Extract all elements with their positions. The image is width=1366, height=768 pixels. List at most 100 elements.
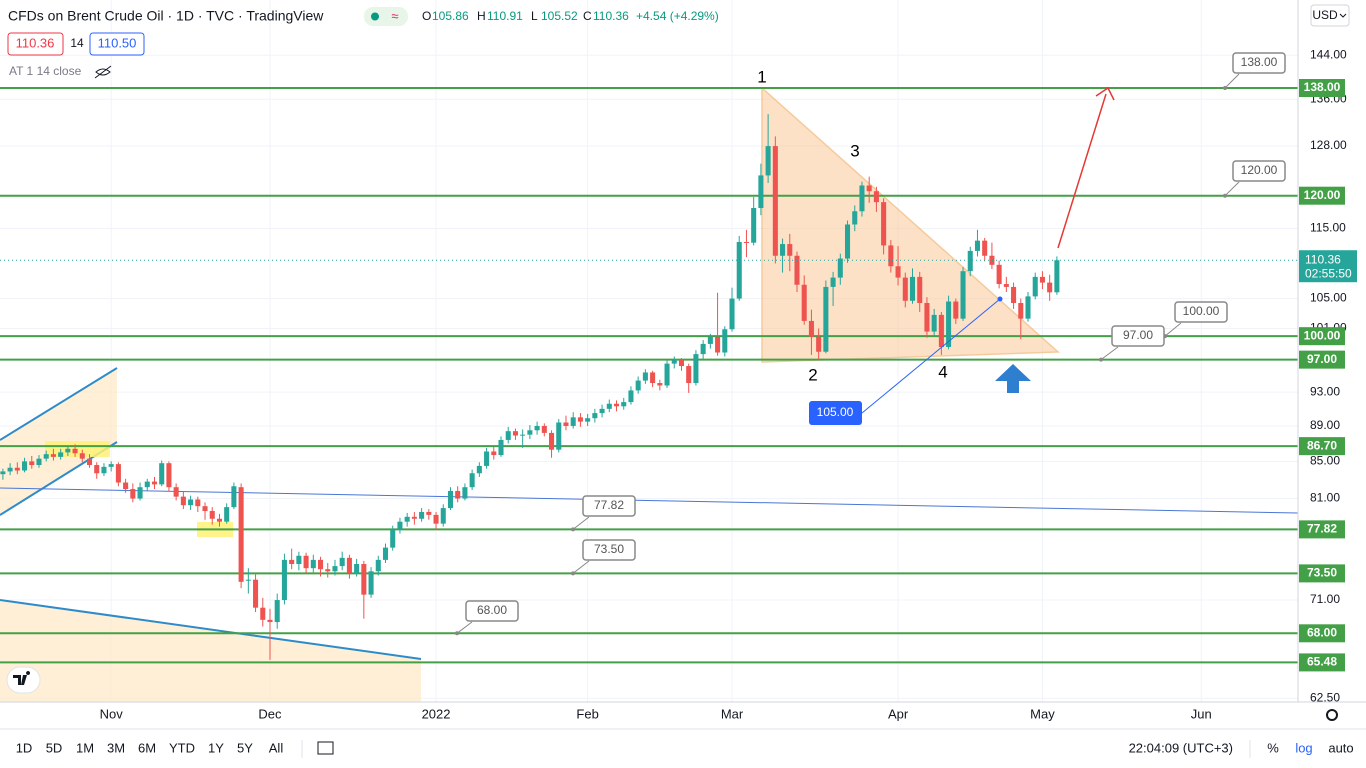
axis-labels: 62.5071.0081.0085.0089.0093.00101.00105.…: [1299, 47, 1357, 704]
callout-label: 73.50: [594, 542, 624, 556]
callout-pointer: [1164, 322, 1182, 337]
candle-body: [498, 439, 504, 456]
candle-body: [700, 343, 706, 355]
candle-body: [736, 242, 742, 299]
candle-body: [231, 486, 237, 508]
range-button[interactable]: 5Y: [237, 740, 253, 755]
candle-body: [260, 607, 266, 620]
sell-button[interactable]: [7, 32, 64, 56]
candle-body: [1011, 286, 1017, 303]
candle-body: [772, 146, 778, 256]
range-button[interactable]: 6M: [138, 740, 156, 755]
candle-body: [1039, 276, 1045, 283]
callout-box: [582, 495, 636, 517]
candle-body: [209, 510, 215, 519]
buy-button[interactable]: [89, 32, 145, 56]
candle-body: [216, 518, 222, 522]
candle-body: [671, 359, 677, 364]
last-price-box: [1299, 250, 1357, 283]
callout-pointer: [456, 621, 473, 634]
level-axis-label: 97.00: [1307, 352, 1337, 366]
candle-body: [549, 432, 555, 450]
candle-body: [534, 425, 540, 431]
callout-pointer: [1224, 181, 1240, 197]
ohlc-key: L: [531, 9, 538, 23]
date-range-icon[interactable]: [317, 741, 334, 755]
candle-body: [491, 451, 497, 456]
candle-body: [202, 506, 208, 511]
indicator: AT 1 14 close: [9, 64, 82, 78]
range-button[interactable]: YTD: [169, 740, 195, 755]
callout-anchor: [1099, 357, 1103, 362]
channel-top: [0, 367, 118, 441]
candle-body: [505, 431, 511, 440]
range-button[interactable]: 5D: [46, 740, 63, 755]
range-button[interactable]: 3M: [107, 740, 125, 755]
candle-body: [678, 359, 685, 367]
candle-body: [541, 425, 547, 433]
candle-body: [599, 408, 605, 414]
range-button[interactable]: 1M: [76, 740, 94, 755]
ohlc-key: O: [422, 9, 431, 23]
candle-body: [794, 255, 800, 285]
candle-body: [159, 463, 165, 485]
trend-line: [861, 298, 1001, 414]
triangle: [761, 86, 1060, 363]
ohlc-value: 110.36: [593, 9, 629, 23]
candle-body: [628, 390, 634, 403]
anchor: [997, 296, 1003, 302]
candle-body: [996, 264, 1002, 285]
candle-body: [823, 286, 829, 352]
level-axis-label: 100.00: [1304, 328, 1341, 342]
candle-body: [79, 453, 85, 459]
candle-body: [447, 490, 454, 509]
arrow: [1057, 93, 1107, 249]
auto-toggle[interactable]: auto: [1328, 740, 1353, 755]
candle-body: [0, 471, 6, 475]
candle-body: [318, 559, 324, 570]
candle-body: [7, 467, 13, 472]
callout-label: 77.82: [594, 498, 624, 512]
candle-body: [556, 422, 562, 450]
candle-body: [707, 336, 713, 344]
currency-button[interactable]: [1310, 4, 1350, 27]
sell-price: 110.36: [16, 35, 55, 50]
hide-icon[interactable]: [94, 65, 112, 79]
candle-body: [289, 559, 295, 565]
range-button[interactable]: 1Y: [208, 740, 224, 755]
level-axis-box: [1299, 653, 1345, 672]
candle-body: [469, 473, 475, 488]
candle-body: [101, 466, 107, 474]
candle-body: [36, 458, 42, 466]
callout-pointer: [572, 560, 590, 574]
candle-body: [50, 454, 56, 457]
settings-icon[interactable]: [1326, 709, 1338, 721]
candle-body: [58, 452, 64, 457]
level-axis-box: [1299, 624, 1345, 643]
y-tick-label: 71.00: [1310, 592, 1340, 606]
candle-body: [642, 372, 648, 381]
change: +4.54 (+4.29%): [636, 9, 719, 23]
candle-body: [953, 301, 959, 319]
candle-body: [29, 461, 35, 466]
range-button[interactable]: 1D: [16, 740, 33, 755]
candle-body: [613, 403, 620, 407]
y-tick-label: 85.00: [1310, 454, 1340, 468]
status-chip: [364, 7, 408, 26]
ohlc-value: 110.91: [487, 9, 523, 23]
log-toggle[interactable]: log: [1295, 740, 1312, 755]
range-button[interactable]: All: [269, 740, 284, 755]
clock: 22:04:09 (UTC+3): [1129, 740, 1233, 755]
percent-toggle[interactable]: %: [1267, 740, 1279, 755]
candle-body: [22, 461, 28, 471]
point-label: 1: [757, 67, 766, 86]
candle-body: [837, 258, 843, 278]
callout-label: 68.00: [477, 603, 507, 617]
y-tick-label: 62.50: [1310, 690, 1340, 704]
candle-body: [816, 336, 822, 352]
ohlc-key: C: [583, 9, 592, 23]
level-axis-label: 65.48: [1307, 655, 1337, 669]
grid: [0, 0, 1298, 702]
callout-box: [1174, 301, 1228, 323]
